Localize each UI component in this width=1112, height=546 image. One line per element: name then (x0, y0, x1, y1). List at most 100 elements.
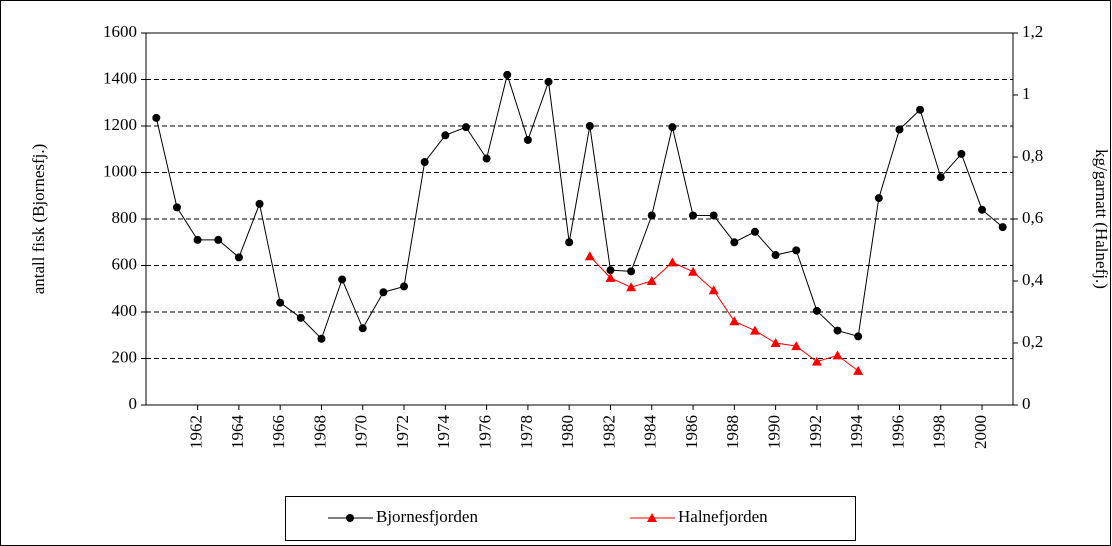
data-point (750, 227, 759, 236)
data-point (647, 211, 656, 220)
data-point (584, 251, 595, 261)
y-tick-label: 600 (112, 254, 138, 273)
data-point (193, 235, 202, 244)
data-point (770, 338, 781, 347)
y-axis-label: antall fisk (Bjornesfj.) (29, 144, 48, 295)
data-point (172, 203, 181, 212)
series-line (589, 255, 859, 372)
legend-label: Bjornesfjorden (376, 507, 478, 526)
data-point (255, 199, 264, 208)
y2-tick-label: 0 (1022, 394, 1031, 413)
y-tick-label: 800 (112, 208, 138, 227)
data-point (358, 324, 367, 333)
data-point (605, 272, 616, 282)
data-point (998, 223, 1007, 232)
data-point (812, 306, 821, 315)
data-point (400, 282, 409, 291)
y2-axis-label: kg/garnatt (Halnefj.) (1092, 149, 1111, 289)
data-point (523, 135, 532, 144)
data-point (317, 334, 326, 343)
y-tick-label: 1000 (103, 161, 137, 180)
data-point (606, 266, 615, 275)
y-tick-label: 0 (129, 394, 138, 413)
y2-tick-label: 1,2 (1022, 22, 1043, 41)
x-tick-label: 1986 (682, 415, 701, 449)
data-point (626, 282, 637, 292)
x-tick-label: 1998 (930, 415, 949, 449)
x-tick-label: 1968 (310, 415, 329, 449)
y2-tick-label: 0,4 (1022, 270, 1044, 289)
data-point (811, 356, 822, 366)
data-point (503, 70, 512, 79)
x-tick-label: 1982 (599, 415, 618, 449)
series-line (155, 73, 1004, 340)
data-point (895, 125, 904, 134)
x-tick-label: 1978 (517, 415, 536, 449)
y-tick-label: 200 (112, 347, 138, 366)
legend-marker (647, 513, 657, 522)
y-tick-label: 1600 (103, 22, 137, 41)
y2-tick-label: 0,6 (1022, 208, 1043, 227)
data-point (833, 326, 842, 335)
y-tick-label: 400 (112, 301, 138, 320)
x-tick-label: 1970 (352, 415, 371, 449)
legend-marker (346, 514, 354, 522)
x-tick-label: 1980 (558, 415, 577, 449)
data-point (338, 275, 347, 284)
legend-label: Halnefjorden (678, 507, 768, 526)
x-tick-label: 1966 (269, 415, 288, 449)
data-point (791, 341, 802, 351)
y2-tick-label: 0,8 (1022, 146, 1043, 165)
data-point (441, 131, 450, 140)
x-tick-label: 1988 (723, 415, 742, 449)
data-point (749, 325, 760, 335)
x-tick-label: 1976 (476, 415, 495, 449)
data-point (296, 313, 305, 322)
x-tick-label: 1962 (187, 415, 206, 449)
data-point (234, 253, 243, 262)
data-point (854, 332, 863, 341)
data-point (461, 123, 470, 132)
data-point (792, 246, 801, 255)
y-tick-label: 1200 (103, 115, 137, 134)
data-point (709, 211, 718, 220)
data-point (957, 149, 966, 158)
x-tick-label: 1994 (847, 415, 866, 450)
data-point (420, 158, 429, 167)
data-point (832, 350, 843, 360)
data-point (627, 267, 636, 276)
data-point (730, 238, 739, 247)
data-point (978, 205, 987, 214)
y2-tick-label: 1 (1022, 84, 1031, 103)
data-point (379, 288, 388, 297)
legend-box (285, 496, 856, 541)
x-tick-label: 1990 (765, 415, 784, 449)
x-tick-label: 1996 (888, 415, 907, 449)
data-point (729, 316, 740, 326)
data-point (214, 235, 223, 244)
data-point (916, 105, 925, 114)
data-point (853, 365, 864, 375)
x-tick-label: 1972 (393, 415, 412, 449)
data-point (874, 194, 883, 203)
plot-frame (145, 32, 1014, 406)
data-point (565, 238, 574, 247)
data-point (276, 298, 285, 307)
data-point (544, 77, 553, 86)
data-point (688, 266, 699, 276)
data-point (646, 276, 657, 285)
x-tick-label: 2000 (971, 415, 990, 449)
y-tick-label: 1400 (103, 68, 137, 87)
data-point (667, 257, 678, 267)
x-tick-label: 1964 (228, 415, 247, 450)
data-point (708, 285, 719, 295)
x-tick-label: 1974 (434, 415, 453, 450)
x-tick-label: 1984 (641, 415, 660, 450)
x-tick-label: 1992 (806, 415, 825, 449)
data-point (585, 122, 594, 130)
y2-tick-label: 0,2 (1022, 332, 1043, 351)
data-point (668, 123, 677, 132)
data-point (152, 113, 161, 122)
